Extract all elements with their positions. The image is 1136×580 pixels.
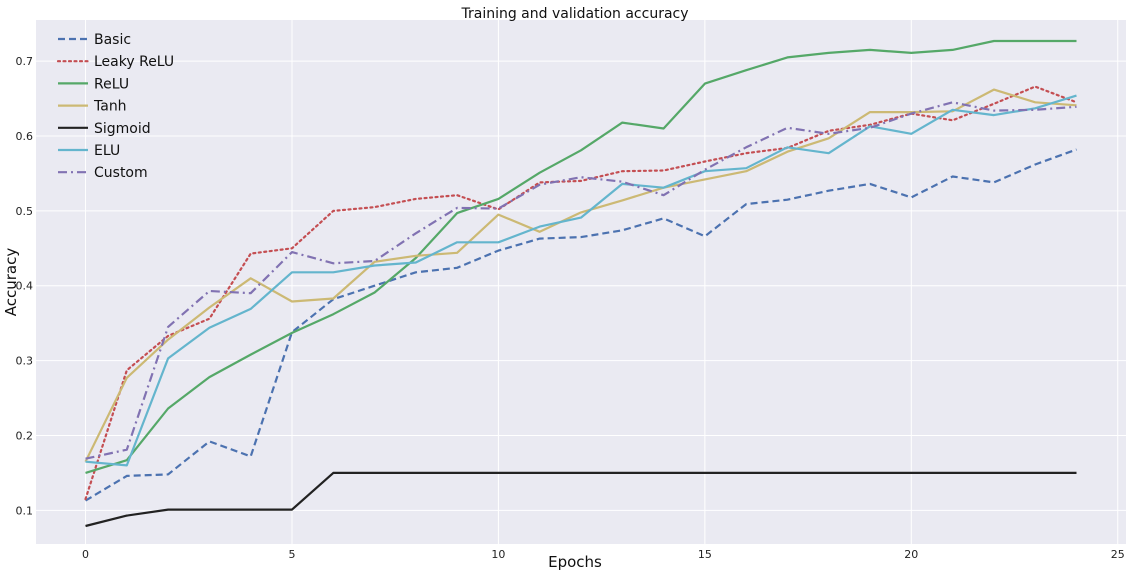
legend-label-leaky-relu: Leaky ReLU (94, 54, 174, 70)
legend: Basic Leaky ReLU ReLU Tanh Sigmoid ELU Custom (56, 32, 174, 181)
series-line-sigmoid (85, 471, 1077, 528)
x-tick-label: 5 (288, 548, 295, 561)
x-tick-label: 25 (1111, 548, 1125, 561)
series-line-custom (85, 101, 1077, 460)
x-tick-label: 10 (491, 548, 505, 561)
y-tick-label: 0.5 (16, 205, 34, 218)
series-line-tanh (84, 88, 1077, 463)
y-tick-label: 0.1 (16, 504, 34, 517)
x-tick-label: 15 (698, 548, 712, 561)
tick-labels: 0 5 10 15 20 25 0.1 0.2 0.3 0.4 0.5 0.6 0.7 (16, 55, 1125, 561)
plot-background (36, 20, 1126, 544)
y-tick-label: 0.7 (16, 55, 34, 68)
legend-label-elu: ELU (94, 143, 120, 159)
x-tick-label: 0 (82, 548, 89, 561)
y-tick-label: 0.2 (16, 429, 34, 442)
x-tick-label: 20 (904, 548, 918, 561)
x-axis-label: Epochs (548, 553, 602, 571)
y-tick-label: 0.6 (16, 130, 34, 143)
y-axis-label: Accuracy (2, 248, 20, 317)
legend-label-basic: Basic (94, 32, 131, 48)
y-tick-label: 0.3 (16, 355, 34, 368)
grid-lines (36, 20, 1126, 544)
chart-title: Training and validation accuracy (460, 6, 688, 22)
y-tick-label: 0.4 (16, 280, 34, 293)
legend-label-custom: Custom (94, 165, 148, 181)
legend-label-relu: ReLU (94, 76, 129, 92)
legend-label-sigmoid: Sigmoid (94, 121, 151, 137)
series-line-basic (84, 148, 1077, 502)
series-line-relu (85, 39, 1077, 474)
legend-label-tanh: Tanh (93, 99, 127, 115)
series-line-elu (85, 94, 1077, 467)
series-layer (84, 39, 1078, 528)
